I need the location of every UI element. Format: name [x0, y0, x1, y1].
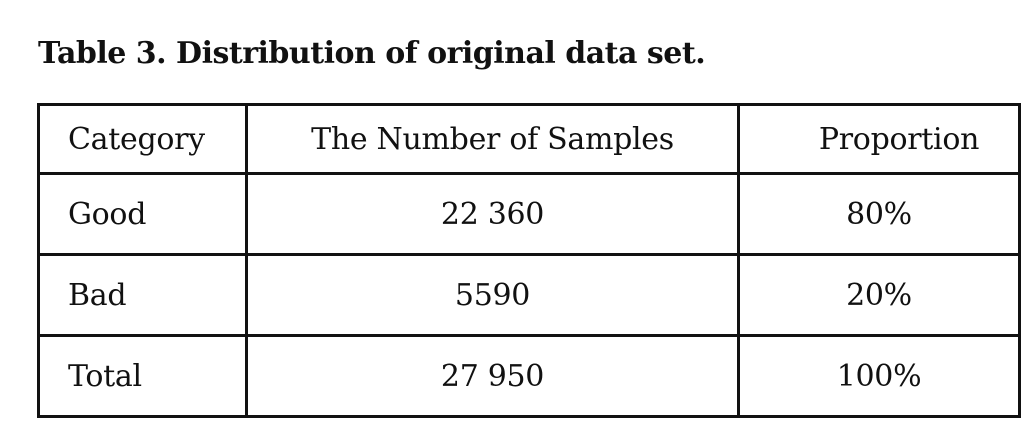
cell-number-of-samples: 5590 — [245, 253, 740, 337]
header-number-of-samples: The Number of Samples — [245, 103, 740, 175]
table-row: Total 27 950 100% — [37, 334, 1021, 418]
table-caption: Table 3. Distribution of original data s… — [38, 36, 706, 71]
cell-category: Total — [37, 334, 248, 418]
cell-number-of-samples: 22 360 — [245, 172, 740, 256]
header-category: Category — [37, 103, 248, 175]
cell-category: Bad — [37, 253, 248, 337]
cell-number-of-samples: 27 950 — [245, 334, 740, 418]
header-proportion: Proportion — [737, 103, 1021, 175]
cell-category: Good — [37, 172, 248, 256]
cell-proportion: 80% — [737, 172, 1021, 256]
table-row: Bad 5590 20% — [37, 253, 1021, 337]
cell-proportion: 100% — [737, 334, 1021, 418]
cell-proportion: 20% — [737, 253, 1021, 337]
table-header-row: Category The Number of Samples Proportio… — [37, 103, 1021, 175]
table-row: Good 22 360 80% — [37, 172, 1021, 256]
distribution-table: Category The Number of Samples Proportio… — [37, 103, 1021, 418]
